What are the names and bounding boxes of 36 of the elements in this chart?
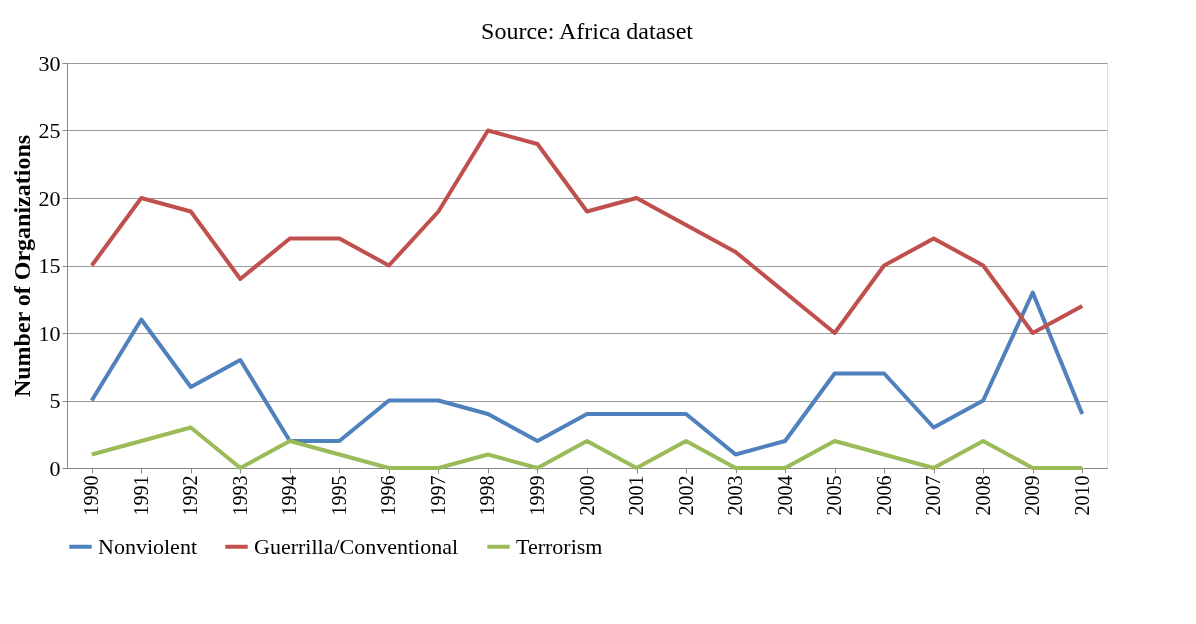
y-tick-label: 5 <box>49 388 61 413</box>
x-tick-label: 2003 <box>724 475 747 516</box>
x-tick-label: 1996 <box>377 475 400 516</box>
x-tick-label: 1995 <box>327 475 350 516</box>
x-tick-label: 1991 <box>129 475 152 516</box>
line-series <box>89 290 1085 457</box>
x-tick-label: 1998 <box>476 475 499 516</box>
x-tick-label: 1994 <box>278 475 301 516</box>
y-tick-label: 10 <box>38 320 61 346</box>
legend-label: Guerrilla/Conventional <box>254 533 459 559</box>
x-tick-label: 2007 <box>922 475 945 516</box>
x-tick-label: 1997 <box>426 475 449 516</box>
y-tick-label: 20 <box>38 185 61 211</box>
y-axis-title: Number of Organizations <box>8 134 35 398</box>
line-series <box>89 425 1085 470</box>
line-series <box>89 128 1085 335</box>
legend-label: Nonviolent <box>98 533 197 559</box>
x-tick-label: 2004 <box>773 475 796 516</box>
x-tick-label: 1990 <box>80 475 103 516</box>
y-tick-label: 30 <box>38 50 61 76</box>
chart-title: Source: Africa dataset <box>481 18 694 44</box>
x-tick-label: 2002 <box>674 475 697 516</box>
x-tick-label: 2009 <box>1021 475 1044 516</box>
x-tick-label: 2010 <box>1070 475 1093 516</box>
x-tick-label: 2005 <box>823 475 846 516</box>
x-tick-label: 1999 <box>525 475 548 516</box>
x-tick-label: 2008 <box>971 475 994 516</box>
y-tick-label: 25 <box>38 118 61 143</box>
legend-label: Terrorism <box>516 533 603 559</box>
y-tick-label: 15 <box>38 253 61 278</box>
x-tick-label: 2001 <box>625 475 648 516</box>
x-tick-label: 1992 <box>179 475 202 516</box>
y-tick-label: 0 <box>49 455 61 481</box>
x-tick-label: 1993 <box>228 475 251 516</box>
x-tick-label: 2006 <box>872 475 895 516</box>
x-tick-label: 2000 <box>575 475 598 516</box>
